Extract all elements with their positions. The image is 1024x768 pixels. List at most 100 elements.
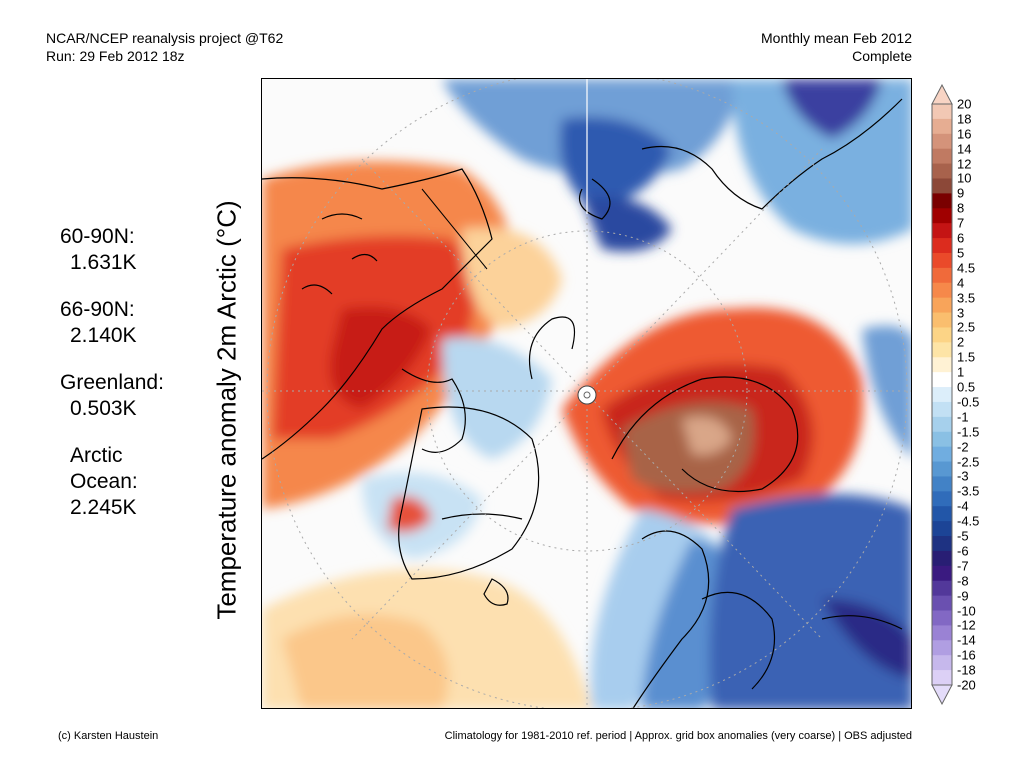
colorbar-tick-label: 9 <box>957 185 965 201</box>
stat-value: 0.503K <box>70 397 137 420</box>
colorbar-swatch <box>932 267 952 284</box>
colorbar-swatch <box>932 565 952 582</box>
colorbar-swatch <box>932 670 952 686</box>
colorbar <box>931 84 953 705</box>
colorbar-tick-label: 8 <box>957 200 965 216</box>
colorbar-tick-label: -6 <box>957 543 969 559</box>
colorbar-tick-label: -1 <box>957 409 969 425</box>
colorbar-swatch <box>932 163 952 179</box>
colorbar-tick-label: -0.5 <box>957 394 980 410</box>
colorbar-tick-label: 0.5 <box>957 379 976 395</box>
colorbar-swatch <box>932 193 952 209</box>
colorbar-swatch <box>932 297 952 314</box>
colorbar-swatch <box>932 521 952 537</box>
colorbar-swatch <box>932 446 952 463</box>
stat-value: 1.631K <box>70 251 137 274</box>
colorbar-swatch <box>932 357 952 373</box>
colorbar-tick-label: -20 <box>957 677 976 693</box>
header-left: NCAR/NCEP reanalysis project @T62 Run: 2… <box>46 29 283 65</box>
colorbar-tick-label: -10 <box>957 603 976 618</box>
run-time: Run: 29 Feb 2012 18z <box>46 48 185 64</box>
colorbar-tick-label: 3 <box>957 305 965 321</box>
colorbar-tick-label: -3.5 <box>957 483 980 499</box>
colorbar-tick-label: -14 <box>957 632 976 648</box>
colorbar-swatch <box>932 223 952 239</box>
colorbar-swatch <box>932 491 952 507</box>
stat-region: 66-90N: <box>60 298 135 321</box>
colorbar-tick-label: 10 <box>957 170 972 186</box>
pole-inner <box>583 391 591 399</box>
colorbar-swatch <box>932 252 952 269</box>
stat-value: 2.140K <box>70 324 137 347</box>
stat-60-90n: 60-90N: 1.631K <box>60 224 164 276</box>
colorbar-swatch <box>932 461 952 477</box>
methodology-note: Climatology for 1981-2010 ref. period | … <box>444 730 912 742</box>
colorbar-tick-label: -2.5 <box>957 454 980 470</box>
colorbar-tick-label: 6 <box>957 230 965 246</box>
colorbar-tick-label: -18 <box>957 662 976 678</box>
colorbar-tick-label: 4 <box>957 275 965 291</box>
colorbar-swatch <box>932 208 952 224</box>
colorbar-tick-label: 7 <box>957 215 965 231</box>
colorbar-tick-label: 3.5 <box>957 290 976 306</box>
colorbar-swatch <box>932 238 952 254</box>
colorbar-swatch <box>932 178 952 194</box>
colorbar-swatch <box>932 401 952 418</box>
colorbar-swatch <box>932 148 952 165</box>
colorbar-swatch <box>932 595 952 612</box>
stat-66-90n: 66-90N: 2.140K <box>60 297 164 349</box>
period-label: Monthly mean Feb 2012 <box>761 30 912 46</box>
colorbar-tick-label: 1 <box>957 364 965 380</box>
stat-region: Arctic Ocean: <box>70 444 138 493</box>
north-pole-marker <box>577 385 597 405</box>
colorbar-tick-label: 18 <box>957 111 972 127</box>
colorbar-tick-label: 4.5 <box>957 260 976 276</box>
colorbar-swatch <box>932 372 952 388</box>
colorbar-swatch <box>932 655 952 671</box>
colorbar-swatch <box>932 625 952 641</box>
colorbar-tick-label: -4 <box>957 498 969 514</box>
colorbar-tick-label: -3 <box>957 468 969 484</box>
map-title: Temperature anomaly 2m Arctic (°C) <box>211 200 242 620</box>
colorbar-tick-label: -8 <box>957 573 969 589</box>
colorbar-tick-label: -16 <box>957 647 976 663</box>
colorbar-tick-label: -4.5 <box>957 513 980 529</box>
colorbar-tick-label: 5 <box>957 245 965 261</box>
colorbar-tick-label: -2 <box>957 439 969 455</box>
coastlines <box>262 98 903 708</box>
credit: (c) Karsten Haustein <box>58 730 159 742</box>
colorbar-tick-label: 16 <box>957 126 972 142</box>
colorbar-swatch <box>932 610 952 626</box>
colorbar-swatch <box>932 282 952 299</box>
colorbar-tick-label: 1.5 <box>957 349 976 365</box>
header-right: Monthly mean Feb 2012 Complete <box>761 29 912 65</box>
colorbar-swatch <box>932 580 952 597</box>
colorbar-swatch <box>932 387 952 403</box>
colorbar-tick-label: -12 <box>957 617 976 633</box>
anomaly-map <box>261 78 912 709</box>
stat-region: Greenland: <box>60 371 164 394</box>
stat-region: 60-90N: <box>60 225 135 248</box>
colorbar-top-arrow <box>931 84 953 105</box>
colorbar-swatch <box>932 133 952 150</box>
stat-value: 2.245K <box>70 496 137 519</box>
colorbar-tick-label: 12 <box>957 156 972 172</box>
colorbar-swatch <box>932 476 952 492</box>
colorbar-tick-label: -9 <box>957 588 969 604</box>
colorbar-swatch <box>932 506 952 522</box>
stat-arctic-ocean: Arctic Ocean: 2.245K <box>60 443 164 521</box>
colorbar-tick-label: -7 <box>957 558 969 574</box>
anomaly-stats: 60-90N: 1.631K 66-90N: 2.140K Greenland:… <box>60 224 164 542</box>
colorbar-swatch <box>932 104 952 120</box>
colorbar-tick-label: -1.5 <box>957 424 980 440</box>
colorbar-tick-label: 2 <box>957 334 965 350</box>
boundary-line <box>421 188 488 270</box>
colorbar-bottom-arrow <box>931 684 953 705</box>
colorbar-swatch <box>932 327 952 343</box>
colorbar-tick-label: 20 <box>957 96 972 112</box>
stat-greenland: Greenland: 0.503K <box>60 370 164 422</box>
anomaly-field <box>262 79 911 708</box>
colorbar-tick-label: -5 <box>957 528 969 544</box>
colorbar-tick-label: 14 <box>957 141 972 157</box>
colorbar-swatch <box>932 118 952 135</box>
